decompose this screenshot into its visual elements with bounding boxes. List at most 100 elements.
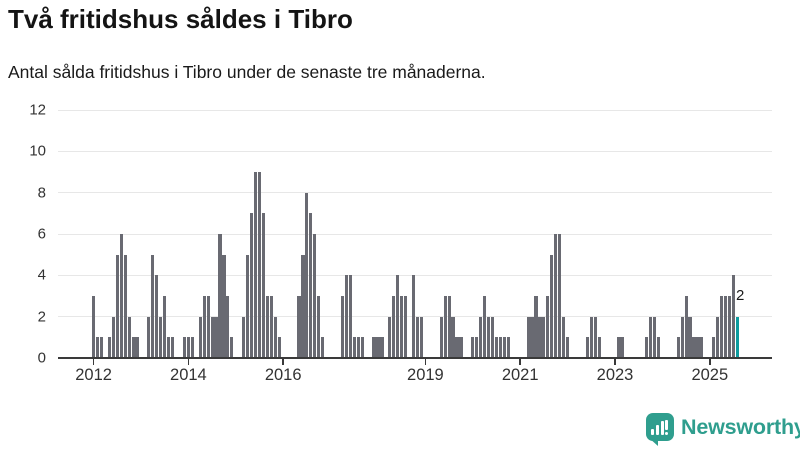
bar [226, 296, 230, 358]
bar [253, 172, 258, 358]
bar [475, 337, 479, 358]
speech-bubble-tail-icon [649, 438, 658, 446]
bar [159, 316, 163, 358]
bar [712, 337, 716, 358]
bar [92, 296, 96, 358]
bar [218, 234, 222, 358]
bar [246, 254, 250, 358]
bar [131, 337, 135, 358]
bar [202, 296, 206, 358]
bar [589, 316, 593, 358]
bar [648, 316, 653, 358]
bar [155, 275, 159, 358]
bar [400, 296, 404, 358]
bar [344, 275, 348, 358]
x-axis-line [58, 357, 772, 359]
bar [376, 337, 380, 358]
x-tick-mark [282, 359, 284, 365]
bar [526, 316, 530, 358]
gridline [58, 192, 772, 194]
y-axis-label: 2 [37, 308, 46, 326]
bar [684, 296, 688, 358]
bar [459, 337, 463, 358]
bar [597, 337, 601, 358]
bar [700, 337, 704, 358]
bar [731, 275, 736, 358]
bar [617, 337, 621, 358]
bar [182, 337, 187, 358]
y-axis-label: 8 [37, 184, 46, 202]
bar [534, 296, 538, 358]
bar [419, 316, 424, 358]
bar [652, 316, 657, 358]
bar [273, 316, 277, 358]
gridline [58, 109, 772, 111]
bar [147, 316, 151, 358]
bar [562, 316, 566, 358]
x-axis-label: 2025 [691, 366, 729, 384]
last-value-label: 2 [736, 287, 745, 304]
x-axis-label: 2019 [407, 366, 444, 384]
bar [348, 275, 352, 358]
gridline [58, 233, 772, 235]
bar [261, 213, 266, 358]
bar [396, 275, 400, 358]
bar [356, 337, 360, 358]
bar [483, 296, 487, 358]
x-axis-label: 2023 [596, 366, 634, 384]
bar [656, 337, 661, 358]
bar [498, 337, 503, 358]
bar [186, 337, 190, 358]
bar [151, 254, 155, 358]
bar [210, 316, 214, 358]
bar [688, 316, 692, 358]
x-tick-mark [614, 359, 616, 365]
bar [123, 254, 127, 358]
y-axis-label: 4 [37, 266, 46, 284]
y-axis-label: 12 [29, 101, 46, 119]
x-tick-mark [709, 359, 711, 365]
bar [455, 337, 459, 358]
bar [451, 316, 455, 358]
bar [171, 337, 175, 358]
bar [163, 296, 167, 358]
bar [411, 275, 416, 358]
bar [305, 192, 309, 358]
x-tick-mark [187, 359, 190, 365]
bar [340, 296, 345, 358]
mini-bar-chart-icon [651, 421, 664, 435]
bars-layer [92, 110, 742, 358]
x-axis-label: 2016 [264, 366, 302, 384]
bar [593, 316, 597, 358]
bar [542, 316, 546, 358]
bar [321, 337, 325, 358]
chart-subtitle: Antal sålda fritidshus i Tibro under de … [8, 62, 486, 82]
bar [380, 337, 384, 358]
bar [167, 337, 171, 358]
bar [439, 316, 443, 358]
x-tick-mark [424, 359, 427, 365]
bar [250, 213, 254, 358]
bar [297, 296, 301, 358]
bar [558, 234, 562, 358]
gridline [58, 150, 772, 152]
bar [206, 296, 210, 358]
bar [198, 316, 202, 358]
bar [487, 316, 491, 358]
bar [696, 337, 700, 358]
bar [269, 296, 273, 358]
bar [716, 316, 720, 358]
bar [471, 337, 475, 358]
bar [621, 337, 625, 358]
bar [107, 337, 111, 358]
bar [230, 337, 234, 358]
bar [490, 316, 495, 358]
bar [265, 296, 269, 358]
bar [720, 296, 724, 358]
bar [404, 296, 408, 358]
newsworthy-logo-text: Newsworthy [681, 414, 800, 439]
bar [222, 254, 226, 358]
bar [99, 337, 104, 358]
bar [135, 337, 139, 358]
bar [443, 296, 447, 358]
